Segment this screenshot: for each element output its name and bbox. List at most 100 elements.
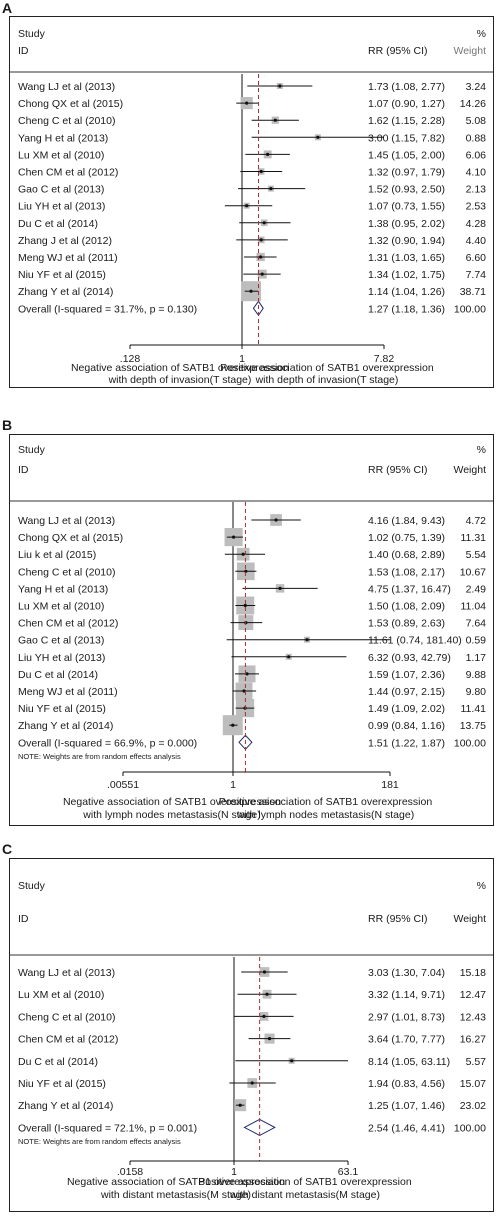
- study-weight-b: 7.64: [466, 618, 487, 630]
- study-name-c: Lu XM et al (2010): [18, 989, 104, 1001]
- panel-b-letter: B: [2, 417, 13, 433]
- point-estimate-b: [231, 723, 235, 727]
- study-ci-text-a: 1.14 (1.04, 1.26): [368, 286, 445, 298]
- study-name-a: Gao C et al (2013): [18, 184, 104, 196]
- study-ci-text-a: 1.32 (0.90, 1.94): [368, 235, 445, 247]
- study-name-a: Zhang Y et al (2014): [18, 286, 113, 298]
- study-ci-text-a: 1.38 (0.95, 2.02): [368, 218, 445, 230]
- study-ci-text-a: 1.73 (1.08, 2.77): [368, 81, 445, 93]
- study-name-a: Liu YH et al (2013): [18, 201, 105, 213]
- point-estimate-c: [262, 1014, 266, 1018]
- point-estimate-a: [273, 118, 277, 122]
- x-tick-label-a: .128: [120, 353, 141, 365]
- study-name-b: Yang H et al (2013): [18, 583, 108, 595]
- x-tick-label-b: 1: [230, 779, 236, 791]
- study-weight-a: 4.40: [466, 235, 487, 247]
- right-axis-label-c: with distant metastasis(M stage): [229, 1189, 380, 1201]
- study-weight-c: 12.43: [460, 1011, 486, 1023]
- study-name-a: Lu XM et al (2010): [18, 149, 104, 161]
- point-estimate-a: [245, 101, 249, 105]
- study-ci-text-c: 3.64 (1.70, 7.77): [368, 1034, 445, 1046]
- study-name-c: Zhang Y et al (2014): [18, 1100, 113, 1112]
- study-weight-a: 0.88: [466, 132, 487, 144]
- header-study-b: Study: [18, 444, 46, 456]
- point-estimate-a: [269, 187, 273, 191]
- x-tick-label-a: 1: [239, 353, 245, 365]
- study-ci-text-b: 1.44 (0.97, 2.15): [368, 686, 445, 698]
- point-estimate-a: [249, 289, 253, 293]
- study-weight-a: 5.08: [466, 115, 487, 127]
- study-name-c: Wang LJ et al (2013): [18, 967, 115, 979]
- study-weight-b: 10.67: [460, 566, 486, 578]
- study-ci-text-b: 1.53 (1.08, 2.17): [368, 566, 445, 578]
- left-axis-label-c: Negative association of SATB1 overexpres…: [67, 1176, 285, 1188]
- study-name-b: Lu XM et al (2010): [18, 601, 104, 613]
- study-name-b: Cheng C et al (2010): [18, 566, 115, 578]
- study-ci-text-c: 8.14 (1.05, 63.11): [368, 1056, 450, 1068]
- study-weight-b: 4.72: [466, 515, 487, 527]
- header-study-c: Study: [18, 880, 46, 892]
- study-weight-c: 5.57: [466, 1056, 487, 1068]
- study-name-a: Chen CM et al (2012): [18, 167, 118, 179]
- study-weight-c: 15.18: [460, 967, 486, 979]
- study-name-c: Niu YF et al (2015): [18, 1078, 106, 1090]
- point-estimate-c: [290, 1059, 294, 1063]
- x-tick-label-b: 181: [381, 779, 399, 791]
- study-weight-a: 4.10: [466, 167, 487, 179]
- header-weight-c: Weight: [454, 913, 487, 925]
- study-name-b: Du C et al (2014): [18, 669, 98, 681]
- note-b: NOTE: Weights are from random effects an…: [18, 752, 181, 761]
- study-weight-b: 1.17: [466, 652, 487, 664]
- point-estimate-c: [262, 970, 267, 974]
- panel-c-letter: C: [2, 841, 13, 857]
- point-estimate-a: [262, 221, 266, 225]
- study-ci-text-a: 1.34 (1.02, 1.75): [368, 269, 445, 281]
- study-weight-c: 23.02: [460, 1100, 486, 1112]
- study-ci-text-c: 1.25 (1.07, 1.46): [368, 1100, 445, 1112]
- point-estimate-c: [250, 1081, 254, 1085]
- study-ci-text-a: 1.31 (1.03, 1.65): [368, 252, 445, 264]
- forest-plot-c: Study ID% RR (95% CI) Weight Wang LJ et al (…: [9, 858, 494, 1212]
- left-axis-label-b: Negative association of SATB1 overexpres…: [63, 796, 281, 808]
- point-estimate-b: [305, 638, 309, 642]
- study-weight-b: 11.04: [461, 601, 487, 613]
- left-axis-label-a: Negative association of SATB1 overexpres…: [71, 362, 289, 374]
- header-id-c: ID: [18, 913, 29, 925]
- point-estimate-b: [242, 689, 246, 693]
- study-ci-text-b: 6.32 (0.93, 42.79): [368, 652, 451, 664]
- note-c: NOTE: Weights are from random effects an…: [18, 1137, 181, 1146]
- study-weight-a: 6.06: [466, 149, 487, 161]
- point-estimate-b: [278, 586, 282, 590]
- right-axis-label-c: Positive association of SATB1 overexpres…: [198, 1176, 412, 1188]
- study-ci-text-a: 1.62 (1.15, 2.28): [368, 115, 445, 127]
- study-weight-b: 2.49: [466, 583, 487, 595]
- point-estimate-a: [245, 204, 249, 208]
- study-name-c: Chen CM et al (2012): [18, 1034, 118, 1046]
- study-name-a: Du C et al (2014): [18, 218, 98, 230]
- study-name-a: Wang LJ et al (2013): [18, 81, 115, 93]
- overall-ci-text-c: 2.54 (1.46, 4.41): [368, 1122, 445, 1134]
- study-name-a: Meng WJ et al (2011): [18, 252, 118, 264]
- study-ci-text-b: 1.53 (0.89, 2.63): [368, 618, 445, 630]
- study-ci-text-b: 0.99 (0.84, 1.16): [368, 720, 445, 732]
- study-ci-text-c: 1.94 (0.83, 4.56): [368, 1078, 445, 1090]
- study-name-a: Yang H et al (2013): [18, 132, 108, 144]
- study-ci-text-a: 1.32 (0.97, 1.79): [368, 167, 445, 179]
- study-name-b: Chong QX et al (2015): [18, 532, 123, 544]
- study-name-b: Liu YH et al (2013): [18, 652, 105, 664]
- panel-a-letter: A: [2, 0, 13, 16]
- left-axis-label-c: with distant metastasis(M stage): [100, 1189, 251, 1201]
- study-ci-text-a: 1.07 (0.90, 1.27): [368, 98, 445, 110]
- point-estimate-a: [259, 169, 263, 174]
- forest-svg-a: Study ID% RR (95% CI) Weight Wang LJ et al (…: [10, 28, 493, 386]
- header-id-a: ID: [18, 45, 29, 57]
- study-weight-a: 7.74: [466, 269, 487, 281]
- left-axis-label-b: with lymph nodes metastasis(N stage): [82, 809, 260, 821]
- right-axis-label-a: with depth of invasion(T stage): [255, 374, 399, 386]
- overall-weight-a: 100.00: [454, 303, 486, 315]
- header-pct-b: %: [477, 444, 486, 456]
- study-ci-text-b: 1.50 (1.08, 2.09): [368, 601, 445, 613]
- header-pct-a: %: [477, 28, 486, 40]
- study-weight-b: 0.59: [466, 635, 487, 647]
- point-estimate-c: [267, 1037, 272, 1041]
